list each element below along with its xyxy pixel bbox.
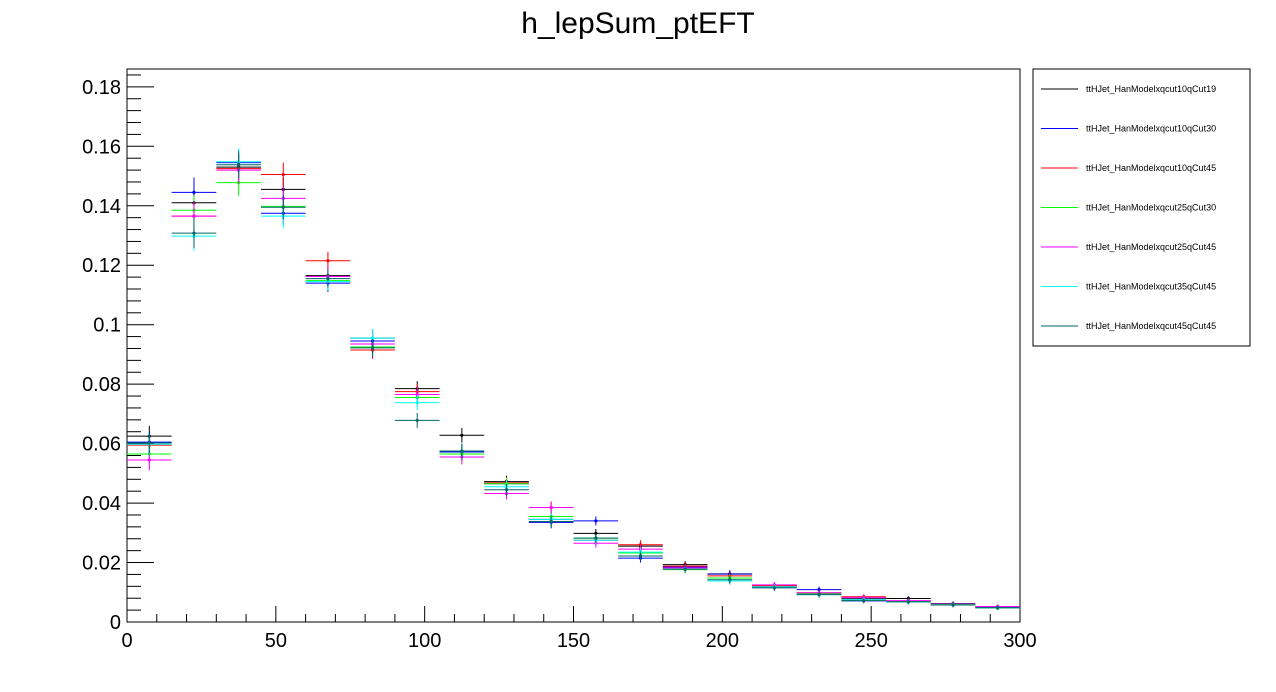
x-tick-label: 50: [265, 630, 287, 652]
marker: [326, 277, 330, 281]
y-tick-label: 0.08: [82, 374, 121, 396]
marker: [237, 163, 241, 167]
y-tick-label: 0.12: [82, 255, 121, 277]
data-point: [528, 501, 574, 514]
data-point: [305, 251, 351, 270]
data-point: [439, 427, 485, 443]
series-ttHJet_HanModelxqcut45qCut45: [127, 151, 1020, 610]
marker: [638, 554, 643, 558]
marker: [415, 400, 419, 405]
data-point: [484, 483, 529, 496]
marker: [415, 392, 419, 397]
marker: [281, 205, 285, 209]
legend: ttHJet_HanModelxqcut10qCut19 ttHJet_HanMo…: [1032, 68, 1251, 347]
data-point: [573, 516, 619, 526]
marker: [862, 598, 866, 603]
y-tick-label: 0.18: [82, 77, 121, 99]
marker: [326, 259, 330, 263]
marker: [281, 172, 285, 177]
data-point: [707, 576, 753, 584]
x-tick-label: 100: [408, 630, 441, 652]
marker: [192, 231, 196, 235]
legend-label: ttHJet_HanModelxqcut45qCut45: [1086, 321, 1216, 331]
marker: [549, 519, 553, 524]
legend-label: ttHJet_HanModelxqcut10qCut30: [1086, 124, 1216, 134]
legend-label: ttHJet_HanModelxqcut25qCut45: [1086, 242, 1216, 252]
x-tick-label: 250: [854, 630, 887, 652]
legend-label: ttHJet_HanModelxqcut25qCut30: [1086, 203, 1216, 213]
x-tick-label: 0: [121, 630, 132, 652]
data-point: [127, 432, 172, 454]
data-point: [350, 338, 395, 357]
x-tick-label: 200: [706, 630, 739, 652]
marker: [370, 346, 375, 350]
legend-entry: ttHJet_HanModelxqcut10qCut45: [1041, 163, 1216, 173]
marker: [772, 586, 777, 590]
data-point: [841, 598, 887, 603]
y-tick-label: 0.16: [82, 136, 121, 158]
marker: [906, 600, 910, 604]
marker: [370, 336, 375, 340]
marker: [147, 441, 151, 445]
y-tick-label: 0.02: [82, 553, 121, 575]
marker: [683, 567, 687, 571]
legend-entry: ttHJet_HanModelxqcut25qCut45: [1041, 242, 1216, 252]
marker: [460, 433, 464, 437]
y-tick-label: 0.1: [93, 315, 121, 337]
marker: [504, 488, 509, 492]
marker: [415, 418, 419, 423]
legend-entry: ttHJet_HanModelxqcut25qCut30: [1041, 203, 1216, 213]
data-point: [618, 551, 663, 561]
marker: [192, 190, 196, 194]
data-point: [439, 443, 485, 459]
x-tick-label: 300: [1003, 630, 1036, 652]
axes: 0 50 100 150 200 250 300 0 0.02 0.04 0.06 0.08 0.1 0.…: [82, 74, 1037, 652]
marker: [594, 519, 598, 523]
chart-title: h_lepSum_ptEFT: [521, 7, 754, 40]
data-point: [975, 605, 1020, 610]
legend-entry: ttHJet_HanModelxqcut45qCut45: [1041, 321, 1216, 331]
marker: [192, 214, 196, 218]
marker: [817, 593, 821, 597]
marker: [996, 606, 1000, 610]
marker: [817, 587, 821, 592]
data-point: [216, 151, 261, 179]
marker: [460, 449, 464, 453]
marker: [549, 505, 553, 510]
data-point: [305, 269, 351, 288]
marker: [147, 458, 151, 462]
marker: [728, 578, 732, 582]
data-point: [796, 591, 842, 598]
data-point: [394, 395, 440, 411]
y-tick-label: 0.14: [82, 196, 121, 218]
marker: [594, 536, 598, 540]
data-point: [260, 162, 306, 187]
data-point: [752, 584, 797, 591]
data-point: [171, 218, 217, 248]
marker: [594, 531, 598, 536]
legend-entry: ttHJet_HanModelxqcut10qCut19: [1041, 84, 1216, 94]
data-point: [573, 533, 619, 543]
legend-label: ttHJet_HanModelxqcut35qCut45: [1086, 282, 1216, 292]
y-tick-label: 0.06: [82, 434, 121, 456]
legend-entry: ttHJet_HanModelxqcut10qCut30: [1041, 124, 1216, 134]
data-point: [930, 602, 976, 608]
marker: [951, 603, 955, 607]
y-tick-label: 0: [110, 612, 121, 634]
y-tick-label: 0.04: [82, 493, 121, 515]
data-point: [260, 195, 306, 220]
data-point: [394, 412, 440, 428]
x-tick-label: 150: [557, 630, 590, 652]
series-layer: [127, 148, 1020, 611]
legend-label: ttHJet_HanModelxqcut10qCut45: [1086, 163, 1216, 173]
data-point: [127, 449, 172, 471]
legend-label: ttHJet_HanModelxqcut10qCut19: [1086, 84, 1216, 94]
legend-entry: ttHJet_HanModelxqcut35qCut45: [1041, 282, 1216, 292]
data-point: [528, 515, 574, 528]
data-point: [886, 599, 931, 605]
data-point: [662, 565, 708, 573]
